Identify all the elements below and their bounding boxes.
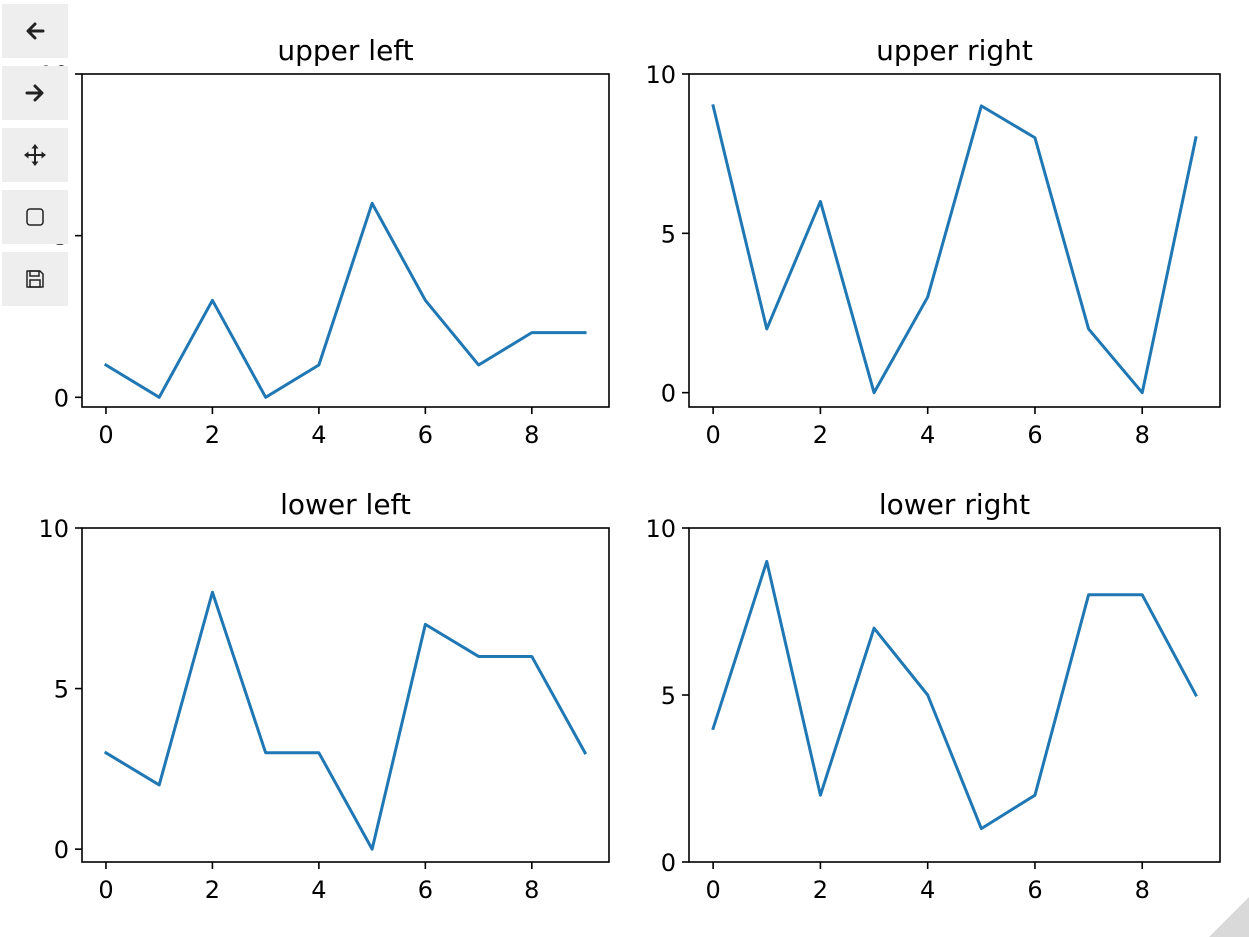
- pan-button[interactable]: [2, 128, 68, 182]
- subplot-title: upper left: [277, 34, 413, 67]
- resize-grip-icon[interactable]: [1209, 897, 1249, 937]
- subplot-title: upper right: [876, 34, 1033, 67]
- x-tick-label: 6: [418, 876, 433, 904]
- x-tick-label: 0: [98, 876, 113, 904]
- back-button[interactable]: [2, 4, 68, 58]
- y-tick-label: 5: [661, 220, 676, 248]
- y-tick-label: 5: [661, 682, 676, 710]
- save-button[interactable]: [2, 252, 68, 306]
- axes-frame: [688, 73, 1221, 408]
- zoom-rect-icon: [26, 208, 44, 226]
- series-line: [711, 104, 1198, 395]
- x-tick-label: 2: [205, 421, 220, 449]
- x-tick-label: 8: [1135, 876, 1150, 904]
- x-tick-label: 6: [418, 421, 433, 449]
- axes-frame: [81, 527, 610, 863]
- y-tick-label: 10: [645, 61, 676, 89]
- x-tick-label: 0: [705, 876, 720, 904]
- subplot-3: lower left 0 2 4 6 8 0 5 10: [38, 488, 610, 904]
- y-tick-label: 0: [661, 849, 676, 877]
- x-tick-label: 8: [524, 876, 539, 904]
- x-tick-label: 2: [813, 876, 828, 904]
- series-line: [711, 559, 1198, 831]
- y-tick-label: 0: [54, 384, 69, 412]
- x-tick-label: 8: [524, 421, 539, 449]
- x-tick-label: 0: [705, 421, 720, 449]
- y-tick-label: 10: [645, 515, 676, 543]
- y-tick-label: 10: [38, 515, 69, 543]
- navigation-toolbar: [2, 4, 68, 314]
- series-line: [103, 201, 587, 399]
- x-tick-label: 0: [98, 421, 113, 449]
- x-tick-label: 2: [205, 876, 220, 904]
- series-line: [103, 590, 588, 851]
- x-tick-label: 4: [311, 876, 326, 904]
- subplot-title: lower left: [280, 488, 411, 521]
- x-tick-label: 4: [311, 421, 326, 449]
- x-tick-label: 4: [920, 421, 935, 449]
- move-icon: [24, 144, 46, 166]
- save-icon: [26, 270, 44, 288]
- zoom-button[interactable]: [2, 190, 68, 244]
- forward-button[interactable]: [2, 66, 68, 120]
- x-tick-label: 6: [1027, 421, 1042, 449]
- x-tick-label: 8: [1135, 421, 1150, 449]
- x-tick-label: 2: [813, 421, 828, 449]
- x-tick-label: 6: [1027, 876, 1042, 904]
- y-tick-label: 0: [54, 836, 69, 864]
- subplot-4: lower right 0 2 4 6 8 0 5 10: [645, 488, 1221, 904]
- arrow-right-icon: [25, 84, 44, 102]
- y-tick-label: 0: [661, 380, 676, 408]
- arrow-left-icon: [26, 22, 45, 40]
- y-tick-label: 5: [54, 676, 69, 704]
- subplot-2: upper right 0 2 4 6 8 0 5 10: [645, 34, 1221, 449]
- x-tick-label: 4: [920, 876, 935, 904]
- axes-frame: [81, 73, 610, 408]
- subplot-title: lower right: [879, 488, 1030, 521]
